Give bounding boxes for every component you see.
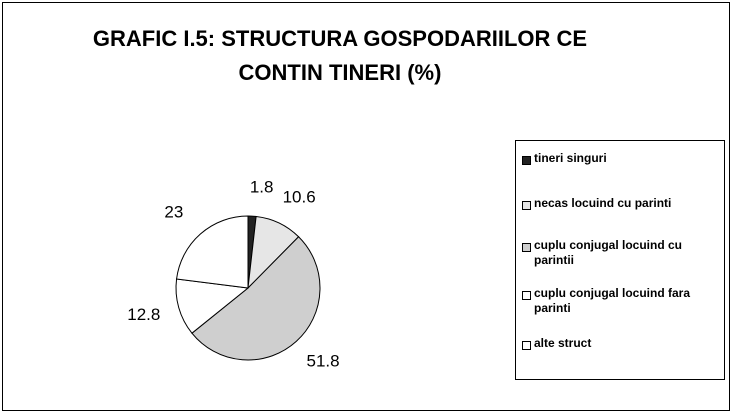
chart-title: GRAFIC I.5: STRUCTURA GOSPODARIILOR CE C… bbox=[92, 26, 588, 85]
legend-label: cuplu conjugal locuind cu parintii bbox=[534, 238, 683, 267]
data-label: 10.6 bbox=[283, 187, 316, 206]
data-label: 1.8 bbox=[250, 178, 274, 197]
legend: tineri singuri necas locuind cu parinti cu… bbox=[515, 140, 725, 380]
legend-entry: alte struct bbox=[522, 336, 718, 351]
legend-label: cuplu conjugal locuind fara parinti bbox=[534, 286, 691, 315]
pie-slice bbox=[176, 215, 249, 289]
pie-slice bbox=[191, 236, 321, 361]
legend-label: alte struct bbox=[534, 336, 592, 350]
legend-swatch bbox=[522, 156, 531, 165]
legend-swatch bbox=[522, 291, 531, 300]
legend-label: necas locuind cu parinti bbox=[534, 196, 672, 210]
legend-swatch bbox=[522, 201, 531, 210]
data-label: 23 bbox=[164, 202, 183, 221]
chart-frame bbox=[2, 2, 730, 411]
legend-entry: cuplu conjugal locuind fara parinti bbox=[522, 286, 718, 316]
data-label: 12.8 bbox=[127, 305, 160, 324]
legend-entry: cuplu conjugal locuind cu parintii bbox=[522, 238, 718, 268]
data-label: 51.8 bbox=[307, 352, 340, 371]
legend-label: tineri singuri bbox=[534, 151, 607, 165]
legend-swatch bbox=[522, 341, 531, 350]
legend-swatch bbox=[522, 243, 531, 252]
legend-entry: tineri singuri bbox=[522, 151, 718, 166]
pie-slice bbox=[175, 278, 250, 334]
legend-entry: necas locuind cu parinti bbox=[522, 196, 718, 211]
